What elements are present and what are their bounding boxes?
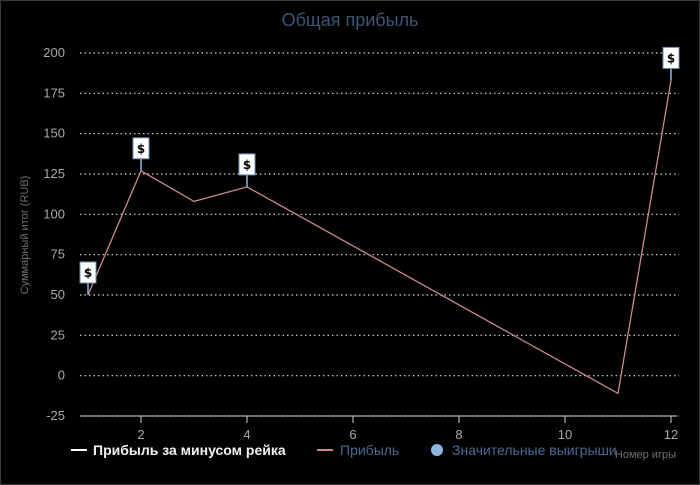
legend-label-profit: Прибыль [340, 442, 399, 458]
legend-label-big-wins: Значительные выигрыши [452, 442, 617, 458]
y-tick-label: 150 [43, 126, 65, 141]
x-tick-label: 10 [558, 427, 572, 442]
win-marker-symbol: $ [84, 266, 92, 280]
legend-swatch-big-wins [431, 444, 443, 456]
gridlines [80, 52, 679, 417]
win-marker: $ [238, 153, 256, 187]
legend-item-big-wins[interactable]: Значительные выигрыши [431, 442, 617, 458]
x-tick-label: 4 [243, 427, 250, 442]
y-tick-label: 200 [43, 45, 65, 60]
y-tick-label: 25 [51, 327, 65, 342]
y-tick-label: 100 [43, 206, 65, 221]
y-tick-label: 175 [43, 85, 65, 100]
win-marker-flag [662, 46, 680, 69]
win-marker: $ [79, 261, 97, 295]
win-marker: $ [662, 46, 680, 81]
win-marker-symbol: $ [667, 51, 675, 65]
series-line-1 [87, 80, 672, 395]
legend-label-net-profit: Прибыль за минусом рейка [93, 442, 286, 458]
y-tick-label: 75 [51, 247, 65, 262]
legend: Прибыль за минусом рейка Прибыль Значите… [71, 442, 617, 458]
y-tick-label: 0 [58, 368, 65, 383]
y-axis-title: Суммарный итог (RUB) [19, 176, 31, 295]
x-tick-label: 2 [137, 427, 144, 442]
x-tick-label: 8 [455, 427, 462, 442]
win-marker-flag [79, 261, 97, 284]
win-marker: $ [132, 137, 150, 171]
x-tick-label: 6 [349, 427, 356, 442]
y-tick-label: 125 [43, 166, 65, 181]
win-marker-symbol: $ [243, 158, 251, 172]
axes: -25 0 25 50 75 100 125 150 175 200 2 4 6 8 10 12 [43, 45, 678, 442]
x-axis-title: Номер игры [615, 449, 676, 461]
y-tick-label: -25 [46, 408, 65, 423]
win-markers: $ $ $ $ [79, 46, 680, 295]
legend-item-net-profit[interactable]: Прибыль за минусом рейка [71, 442, 286, 458]
win-marker-flag [132, 137, 150, 160]
x-tick-label: 12 [664, 427, 678, 442]
chart-title: Общая прибыль [282, 10, 419, 30]
series-lines [87, 80, 672, 395]
legend-item-profit[interactable]: Прибыль [317, 442, 399, 458]
win-marker-flag [238, 153, 256, 176]
win-marker-symbol: $ [137, 142, 145, 156]
y-tick-label: 50 [51, 287, 65, 302]
